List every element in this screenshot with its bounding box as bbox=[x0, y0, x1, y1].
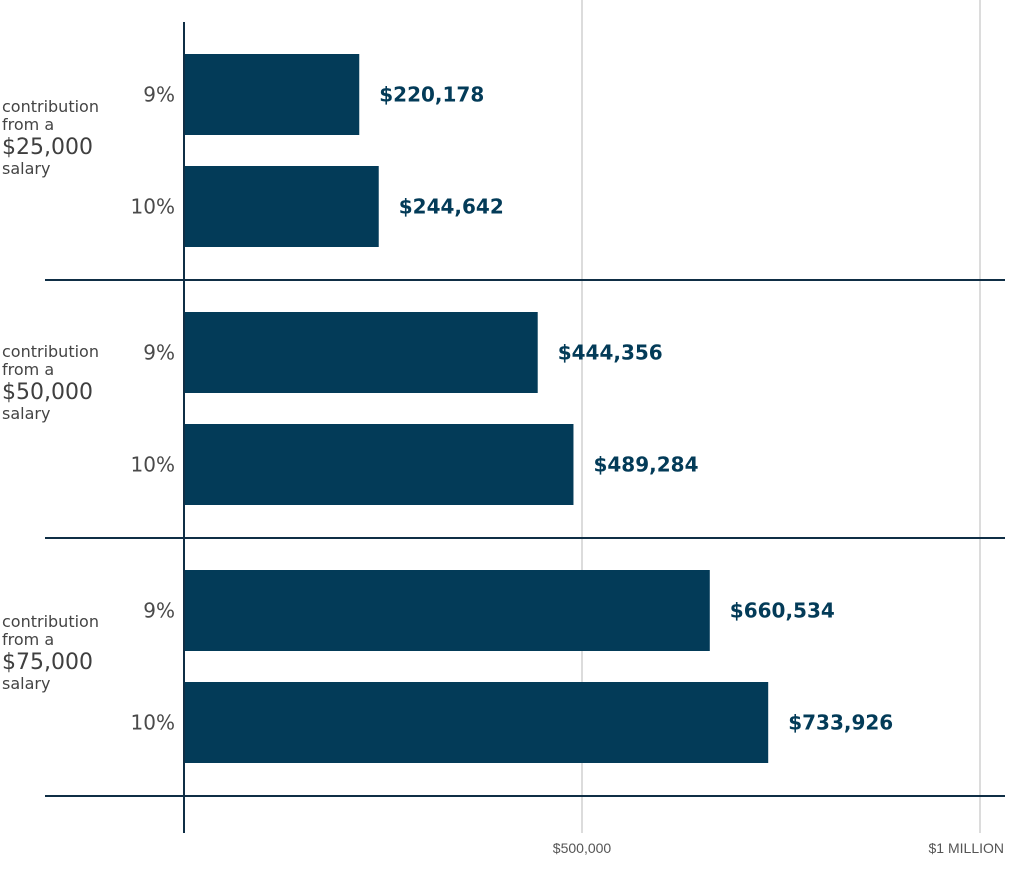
bar bbox=[184, 570, 710, 651]
group-label-75000: contribution from a $75,000 salary bbox=[2, 612, 99, 694]
group-label-line1: contribution bbox=[2, 612, 99, 631]
bar bbox=[184, 682, 769, 763]
labels: $500,000 $1 MILLION 9% $220,178 10% $244,642 9… bbox=[131, 83, 1004, 857]
group-label-line2: from a bbox=[2, 115, 55, 135]
value-label: $733,926 bbox=[788, 711, 893, 735]
group-label-line1: contribution bbox=[2, 97, 99, 116]
value-label: $489,284 bbox=[593, 453, 698, 477]
group-label-line4: salary bbox=[2, 159, 51, 179]
group-label-salary: $75,000 bbox=[2, 649, 93, 675]
bar bbox=[184, 166, 379, 247]
group-label-line4: salary bbox=[2, 404, 51, 424]
group-label-line2: from a bbox=[2, 630, 55, 650]
group-label-salary: $50,000 bbox=[2, 379, 93, 405]
value-label: $660,534 bbox=[730, 599, 835, 623]
bar bbox=[184, 424, 574, 505]
bars bbox=[184, 54, 769, 763]
category-label: 10% bbox=[131, 195, 175, 219]
x-tick-label: $500,000 bbox=[553, 840, 612, 856]
group-separators bbox=[45, 279, 1005, 797]
group-label-salary: $25,000 bbox=[2, 134, 93, 160]
value-label: $444,356 bbox=[558, 341, 663, 365]
bar bbox=[184, 312, 538, 393]
category-label: 9% bbox=[143, 341, 175, 365]
category-label: 10% bbox=[131, 711, 175, 735]
category-label: 9% bbox=[143, 599, 175, 623]
value-label: $220,178 bbox=[379, 83, 484, 107]
group-label-25000: contribution from a $25,000 salary bbox=[2, 97, 99, 179]
bar bbox=[184, 54, 360, 135]
x-tick-label: $1 MILLION bbox=[929, 840, 1004, 856]
value-label: $244,642 bbox=[399, 195, 504, 219]
category-label: 10% bbox=[131, 453, 175, 477]
group-label-line2: from a bbox=[2, 360, 55, 380]
group-label-line1: contribution bbox=[2, 342, 99, 361]
category-label: 9% bbox=[143, 83, 175, 107]
group-label-50000: contribution from a $50,000 salary bbox=[2, 342, 99, 424]
group-label-line4: salary bbox=[2, 674, 51, 694]
